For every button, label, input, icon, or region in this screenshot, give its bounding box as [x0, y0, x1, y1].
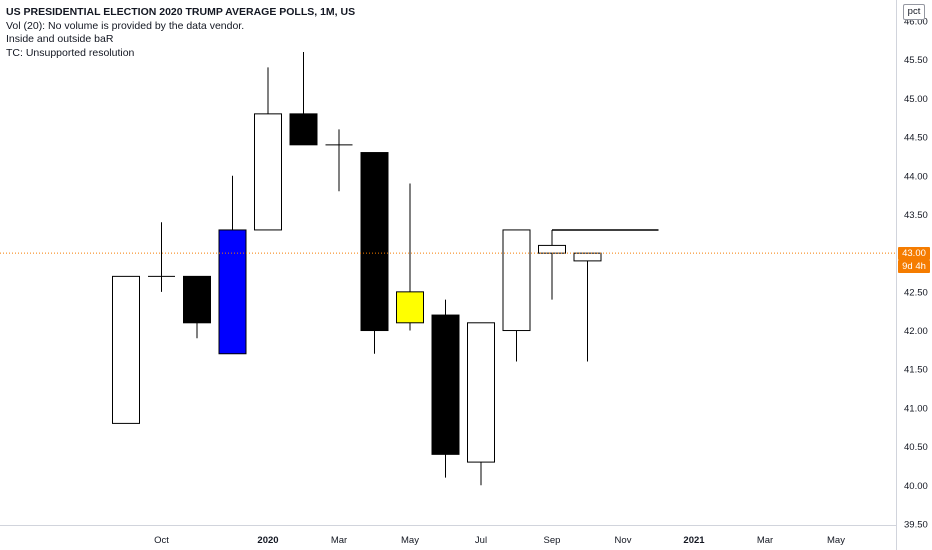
candle[interactable]	[467, 322, 495, 486]
time-tick-label: 2020	[257, 535, 278, 546]
time-tick-label: Oct	[154, 535, 169, 546]
time-tick-label: May	[401, 535, 419, 546]
candle-body	[254, 113, 282, 231]
candle[interactable]	[289, 51, 318, 146]
candles	[112, 51, 602, 486]
price-tick-label: 44.00	[904, 171, 928, 182]
candle[interactable]	[218, 175, 247, 355]
inside-outside-indicator-label[interactable]: Inside and outside baR	[6, 33, 114, 45]
price-tick-label: 46.00	[904, 17, 928, 28]
chart-legend: US PRESIDENTIAL ELECTION 2020 TRUMP AVER…	[6, 6, 355, 60]
candle-body	[431, 314, 460, 455]
volume-indicator-label[interactable]: Vol (20): No volume is provided by the d…	[6, 19, 245, 32]
bar-countdown-tag: 9d 4h	[898, 260, 930, 274]
candle-body	[502, 229, 531, 332]
candle-body	[112, 275, 140, 424]
candle[interactable]	[325, 129, 353, 192]
price-tick-label: 40.00	[904, 481, 928, 492]
time-tick-label: May	[827, 535, 845, 546]
candle[interactable]	[148, 222, 175, 292]
tc-indicator-label[interactable]: TC: Unsupported resolution	[6, 46, 135, 59]
time-tick-label: Jul	[475, 535, 487, 546]
last-price-tag: 43.00	[898, 246, 930, 260]
time-tick-label: Mar	[331, 535, 347, 546]
time-tick-label: Nov	[615, 535, 632, 546]
price-axis[interactable]: 39.5040.0040.5041.0041.5042.0042.5043.00…	[904, 17, 928, 531]
candle[interactable]	[431, 299, 460, 478]
symbol-title[interactable]: US PRESIDENTIAL ELECTION 2020 TRUMP AVER…	[6, 6, 356, 18]
price-tick-label: 41.50	[904, 365, 928, 376]
candle-body	[183, 275, 211, 324]
unit-selector[interactable]: pct	[903, 4, 925, 20]
candle[interactable]	[573, 252, 602, 362]
time-tick-label: Mar	[757, 535, 773, 546]
candle[interactable]	[538, 229, 566, 300]
overlays	[0, 229, 896, 254]
price-tick-label: 42.50	[904, 287, 928, 298]
candle-body	[538, 244, 566, 254]
price-tick-label: 44.50	[904, 133, 928, 144]
time-tick-label: 2021	[683, 535, 705, 546]
time-tick-label: Sep	[544, 535, 561, 546]
candle-body	[467, 322, 495, 463]
price-tick-label: 40.50	[904, 442, 928, 453]
price-tick-label: 39.50	[904, 520, 928, 531]
candle-body	[396, 291, 424, 324]
price-tick-label: 42.00	[904, 326, 928, 337]
candle[interactable]	[502, 229, 531, 362]
candle[interactable]	[396, 183, 424, 331]
candle[interactable]	[360, 152, 389, 354]
time-axis[interactable]: Oct 2020 Mar May Jul Sep Nov 2021 Mar May	[154, 535, 845, 546]
price-tick-label: 41.00	[904, 403, 928, 414]
candle[interactable]	[183, 275, 211, 339]
candle-body	[360, 152, 389, 332]
price-tick-label: 45.50	[904, 55, 928, 66]
candle[interactable]	[112, 275, 140, 424]
price-tick-label: 45.00	[904, 94, 928, 105]
candle-body	[573, 252, 602, 262]
candle[interactable]	[254, 67, 282, 231]
candle-body	[289, 113, 318, 146]
candle-body	[218, 229, 247, 355]
price-tick-label: 43.50	[904, 210, 928, 221]
